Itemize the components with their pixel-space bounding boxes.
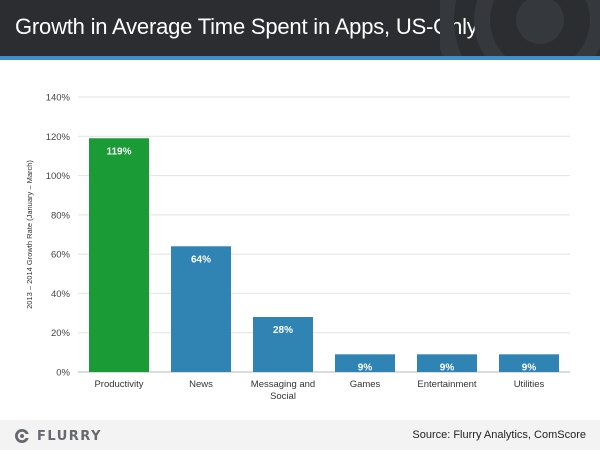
y-tick-label: 120% <box>46 132 71 143</box>
bar <box>417 354 477 372</box>
data-label: 9% <box>522 362 537 373</box>
logo-text: FLURRY <box>37 428 102 444</box>
data-label: 119% <box>106 146 131 157</box>
header-decoration <box>440 0 600 56</box>
bar <box>253 317 313 372</box>
bar <box>171 246 231 372</box>
y-tick-label: 100% <box>46 171 71 182</box>
data-label: 64% <box>191 254 211 265</box>
x-category-label: News <box>189 379 213 390</box>
x-category-label: Productivity <box>94 379 143 390</box>
y-tick-label: 140% <box>46 93 71 104</box>
footer-bar: FLURRY Source: Flurry Analytics, ComScor… <box>0 420 600 450</box>
flurry-logo-icon <box>15 429 31 443</box>
data-label: 9% <box>440 362 455 373</box>
page-title: Growth in Average Time Spent in Apps, US… <box>15 14 478 39</box>
data-label: 9% <box>358 362 373 373</box>
source-credit: Source: Flurry Analytics, ComScore <box>412 429 586 441</box>
x-category-label: Games <box>350 379 381 390</box>
x-category-label: Entertainment <box>417 379 477 390</box>
bar <box>499 354 559 372</box>
bar <box>335 354 395 372</box>
header-accent-stripe <box>0 56 600 60</box>
y-tick-label: 40% <box>51 289 71 300</box>
chart-area: 0% 20% 40% 60% 80% 100% 120% 140% 2013 – 2014 Gr… <box>0 60 600 420</box>
bar-chart: 0% 20% 40% 60% 80% 100% 120% 140% 2013 – 2014 Gr… <box>25 93 570 402</box>
bar <box>89 138 149 372</box>
x-category-label: Messaging and Social <box>251 379 315 402</box>
y-tick-label: 80% <box>51 210 71 221</box>
y-tick-label: 0% <box>56 368 70 379</box>
header-bar: Growth in Average Time Spent in Apps, US… <box>0 0 600 56</box>
x-category-label: Utilities <box>514 379 545 390</box>
flurry-logo: FLURRY <box>14 428 102 444</box>
y-tick-label: 60% <box>51 250 71 261</box>
y-axis-title: 2013 – 2014 Growth Rate (January – March… <box>25 160 34 309</box>
data-label: 28% <box>273 325 293 336</box>
y-tick-label: 20% <box>51 328 71 339</box>
